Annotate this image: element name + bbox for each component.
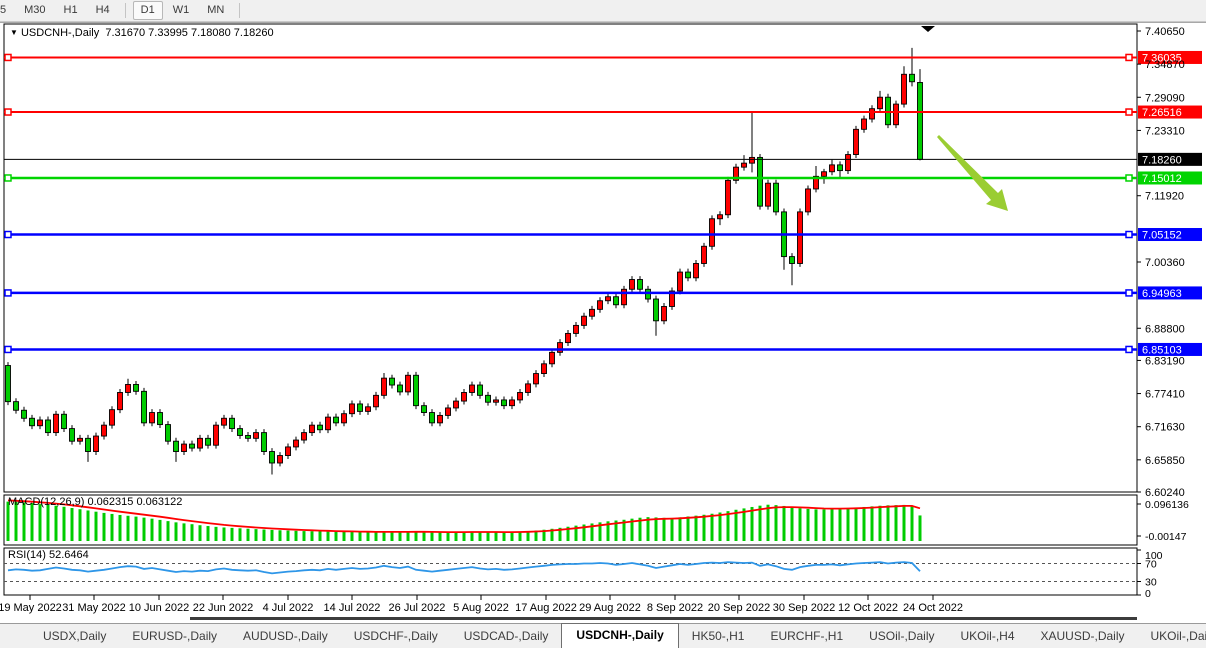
tab-xauusd-daily[interactable]: XAUUSD-,Daily [1040,629,1125,643]
svg-text:70: 70 [1145,559,1157,571]
svg-text:7.26516: 7.26516 [1142,107,1182,119]
svg-text:0: 0 [1145,588,1151,600]
svg-text:4 Jul 2022: 4 Jul 2022 [263,602,314,614]
tab-eurchf-h1[interactable]: EURCHF-,H1 [770,629,844,643]
svg-text:7.18260: 7.18260 [1142,154,1182,166]
svg-text:7.00360: 7.00360 [1145,257,1185,269]
svg-text:19 May 2022: 19 May 2022 [0,602,62,614]
svg-text:6.65850: 6.65850 [1145,455,1185,467]
toolbar-separator [124,3,126,18]
price-line-7.05152[interactable]: 7.05152 [4,228,1202,242]
svg-text:7.23310: 7.23310 [1145,125,1185,137]
svg-text:5 Aug 2022: 5 Aug 2022 [453,602,509,614]
svg-text:6.85103: 6.85103 [1142,344,1182,356]
svg-text:-0.00147: -0.00147 [1145,531,1187,543]
price-line-6.94963[interactable]: 6.94963 [4,286,1202,300]
timeframe-button-h4[interactable]: H4 [95,4,110,16]
symbol-tab-bar: USDX,Daily EURUSD-,Daily AUDUSD-,Daily USDC… [0,623,1206,648]
tab-usdcnh-daily[interactable]: USDCNH-,Daily [561,623,679,648]
svg-text:6.77410: 6.77410 [1145,389,1185,401]
svg-text:20 Sep 2022: 20 Sep 2022 [708,602,770,614]
svg-text:6.83190: 6.83190 [1145,355,1185,367]
timeframe-button-m30[interactable]: M30 [24,4,46,16]
tab-usdcad-daily[interactable]: USDCAD-,Daily [463,629,549,643]
svg-text:14 Jul 2022: 14 Jul 2022 [324,602,381,614]
tab-ukoil-h4[interactable]: UKOil-,H4 [960,629,1015,643]
timeframe-button-w1[interactable]: W1 [172,4,190,16]
timeframe-button-d1[interactable]: D1 [132,1,163,20]
chart-canvas[interactable]: 7.36035 7.26516 7.18260 7.15012 7.05152 6.949… [0,22,1206,623]
svg-text:6.88800: 6.88800 [1145,323,1185,335]
macd-pane [3,494,1138,546]
svg-text:17 Aug 2022: 17 Aug 2022 [515,602,577,614]
tab-usdx-daily[interactable]: USDX,Daily [43,629,107,643]
macd-plot: 0.096136 -0.00147 [6,499,1189,543]
svg-text:6.71630: 6.71630 [1145,422,1185,434]
timeframe-button-h1[interactable]: H1 [63,4,78,16]
svg-text:7.40650: 7.40650 [1145,26,1185,38]
price-line-6.85103[interactable]: 6.85103 [4,342,1202,357]
price-line-7.36035[interactable]: 7.36035 [4,50,1202,65]
svg-text:24 Oct 2022: 24 Oct 2022 [903,602,963,614]
svg-text:7.34870: 7.34870 [1145,59,1185,71]
svg-text:7.11920: 7.11920 [1145,191,1184,203]
svg-text:7.15012: 7.15012 [1142,173,1182,185]
svg-text:6.60240: 6.60240 [1145,487,1185,499]
price-line-7.26516[interactable]: 7.26516 [4,105,1202,120]
ohlc-dropdown-icon[interactable]: ▼ [10,28,18,37]
svg-text:30: 30 [1145,577,1157,589]
svg-text:31 May 2022: 31 May 2022 [62,602,126,614]
tab-eurusd-daily[interactable]: EURUSD-,Daily [132,629,218,643]
trend-arrow-annotation[interactable] [937,135,1008,211]
tab-hk50-h1[interactable]: HK50-,H1 [691,629,745,643]
main-pane [3,23,1138,493]
svg-text:100: 100 [1145,550,1163,562]
timeframe-button-5[interactable]: 5 [0,4,7,16]
svg-text:8 Sep 2022: 8 Sep 2022 [647,602,703,614]
chart-window: 7.36035 7.26516 7.18260 7.15012 7.05152 6.949… [0,22,1206,623]
timeframe-toolbar: 5 M30 H1 H4 D1 W1 MN [0,0,1206,22]
svg-text:7.36035: 7.36035 [1142,52,1182,64]
candles [5,47,923,475]
tab-usdchf-daily[interactable]: USDCHF-,Daily [353,629,438,643]
timeframe-button-mn[interactable]: MN [207,4,225,16]
date-axis: 19 May 2022 31 May 2022 10 Jun 2022 22 Jun … [0,595,963,614]
svg-text:12 Oct 2022: 12 Oct 2022 [838,602,898,614]
price-axis: 7.40650 7.34870 7.29090 7.23310 7.11920 7.003… [1137,26,1185,499]
svg-text:30 Sep 2022: 30 Sep 2022 [773,602,835,614]
svg-text:7.05152: 7.05152 [1142,230,1182,242]
price-line-7.15012[interactable]: 7.15012 [4,171,1202,185]
svg-text:7.29090: 7.29090 [1145,92,1185,104]
price-line-7.18260: 7.18260 [4,152,1202,166]
svg-text:6.94963: 6.94963 [1142,288,1182,300]
svg-text:26 Jul 2022: 26 Jul 2022 [389,602,446,614]
svg-text:29 Aug 2022: 29 Aug 2022 [579,602,641,614]
tab-usoil-daily[interactable]: USOil-,Daily [869,629,935,643]
chart-horizontal-scrollbar[interactable] [190,617,1137,620]
chart-shift-marker-icon[interactable] [921,26,935,32]
toolbar-separator [239,3,241,18]
tab-audusd-daily[interactable]: AUDUSD-,Daily [243,629,328,643]
tab-ukoil-daily[interactable]: UKOil-,Daily [1150,629,1206,643]
svg-text:22 Jun 2022: 22 Jun 2022 [193,602,254,614]
svg-text:10 Jun 2022: 10 Jun 2022 [129,602,190,614]
svg-text:0.096136: 0.096136 [1145,499,1189,511]
